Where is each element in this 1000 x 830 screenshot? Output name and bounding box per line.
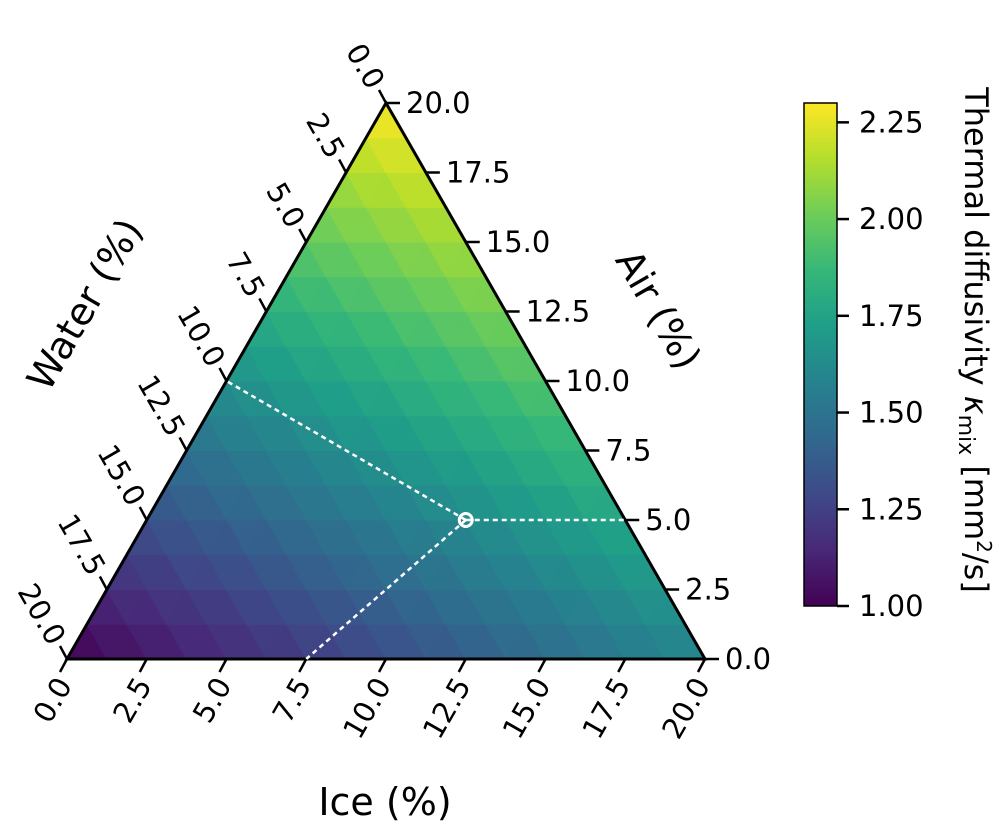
ice-tick: [58, 658, 69, 673]
water-axis-label: Water (%): [18, 211, 151, 398]
ice-tick-label: 12.5: [416, 672, 478, 745]
air-tick-label: 15.0: [486, 225, 551, 259]
air-tick-label: 20.0: [406, 86, 471, 120]
ice-tick: [218, 658, 228, 673]
air-axis-label: Air (%): [607, 242, 710, 377]
ice-tick-label: 5.0: [186, 672, 239, 729]
colorbar-tick-label: 1.75: [859, 299, 924, 333]
ice-tick-label: 20.0: [655, 672, 717, 745]
air-tick-label: 7.5: [605, 434, 651, 468]
ice-tick: [696, 658, 707, 673]
ice-tick: [298, 658, 308, 673]
colorbar-ticks: 1.00 1.25 1.50 1.75 2.00 2.25: [837, 105, 924, 623]
ice-tick: [457, 658, 467, 673]
data-point-marker: [457, 512, 474, 528]
water-tick-label: 0.0: [339, 38, 392, 95]
ice-axis-label: Ice (%): [318, 780, 451, 824]
colorbar-tick-label: 1.50: [859, 396, 924, 430]
water-tick-label: 17.5: [51, 508, 113, 581]
water-tick: [338, 158, 348, 174]
water-tick: [178, 436, 188, 452]
ice-tick: [377, 658, 388, 673]
ice-tick-label: 7.5: [266, 672, 319, 729]
ice-tick-label: 17.5: [575, 672, 637, 745]
air-tick-label: 17.5: [446, 156, 511, 190]
ice-tick: [537, 658, 547, 673]
guide-line-water: [225, 379, 467, 522]
water-tick: [58, 645, 69, 660]
colorbar-label: Thermal diffusivity κmix [mm2/s]: [953, 86, 996, 593]
ice-tick-label: 2.5: [106, 672, 159, 729]
water-tick: [377, 89, 388, 104]
water-tick: [98, 575, 108, 591]
water-tick: [218, 367, 228, 382]
colorbar-tick-label: 1.25: [859, 492, 924, 526]
water-tick-label: 20.0: [11, 578, 73, 651]
ice-tick-label: 15.0: [496, 672, 558, 745]
water-tick-label: 15.0: [91, 439, 153, 512]
water-tick: [298, 228, 308, 243]
water-tick: [138, 506, 148, 521]
colorbar-tick-label: 1.00: [859, 589, 924, 623]
water-tick-label: 7.5: [219, 246, 272, 303]
air-tick-label: 5.0: [645, 503, 691, 537]
water-tick-label: 10.0: [170, 300, 232, 373]
ice-tick-label: 0.0: [26, 672, 79, 729]
air-tick-label: 2.5: [685, 573, 731, 607]
colorbar-tick-label: 2.25: [859, 105, 924, 139]
colorbar-tick-label: 2.00: [859, 202, 924, 236]
colorbar-gradient: [803, 102, 838, 607]
water-tick-label: 2.5: [299, 107, 352, 164]
air-tick-label: 12.5: [526, 295, 591, 329]
ice-tick: [617, 658, 627, 673]
water-tick: [258, 297, 268, 313]
colorbar: 1.00 1.25 1.50 1.75 2.00 2.25 Thermal diffusi…: [803, 86, 996, 623]
air-tick-label: 10.0: [566, 364, 631, 398]
water-tick-label: 5.0: [259, 177, 312, 234]
heatmap-cell: [365, 103, 407, 139]
ice-tick: [138, 658, 148, 673]
air-tick-label: 0.0: [725, 642, 771, 676]
marker-guides: [225, 379, 626, 660]
ice-tick-label: 10.0: [336, 672, 398, 745]
water-tick-label: 12.5: [130, 369, 192, 442]
